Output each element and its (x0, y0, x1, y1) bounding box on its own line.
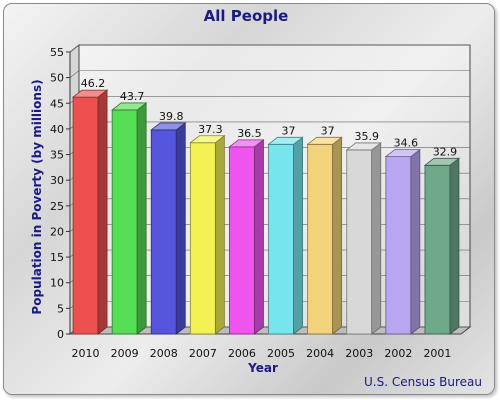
x-tick-label: 2002 (384, 347, 412, 360)
x-tick-label: 2008 (150, 347, 178, 360)
y-tick-label: 55 (50, 46, 64, 59)
bar-2004 (306, 136, 343, 335)
x-tick-label: 2009 (111, 347, 139, 360)
bars (71, 89, 461, 335)
bar-top (71, 89, 109, 98)
bar-side (371, 142, 382, 335)
bar-top (189, 135, 226, 144)
bar-front (189, 142, 216, 335)
bar-top (228, 139, 265, 148)
bar-2006 (228, 139, 265, 335)
y-tick-label: 35 (50, 149, 64, 162)
y-tick-label: 45 (50, 97, 64, 110)
x-tick-label: 2007 (189, 347, 217, 360)
data-label: 34.6 (394, 137, 419, 150)
y-tick-label: 5 (57, 302, 64, 315)
x-tick-label: 2004 (306, 347, 334, 360)
data-label: 39.8 (159, 110, 184, 123)
bar-front (307, 143, 334, 335)
bar-front (150, 129, 177, 335)
bar-2009 (110, 102, 148, 335)
bar-front (268, 143, 294, 335)
bar-2001 (423, 157, 461, 335)
bar-side (97, 89, 108, 335)
y-tick-label: 20 (50, 225, 64, 238)
bar-side (410, 148, 421, 335)
bar-2005 (267, 136, 304, 335)
bar-2003 (345, 142, 382, 335)
data-label: 37 (282, 124, 296, 137)
x-tick-label: 2003 (345, 347, 373, 360)
bar-side (136, 102, 147, 335)
data-label: 46.2 (81, 77, 106, 90)
y-axis-title: Population in Poverty (by millions) (30, 79, 44, 314)
bar-top (150, 122, 187, 131)
bar-2010 (71, 89, 109, 335)
data-label: 36.5 (237, 127, 262, 140)
bar-side (449, 157, 460, 335)
data-label: 37.3 (198, 123, 223, 136)
bar-front (385, 156, 412, 335)
bar-front (111, 109, 138, 335)
bar-top (110, 102, 148, 111)
x-axis-title: Year (247, 361, 278, 375)
gridline (69, 44, 470, 53)
bar-side (293, 136, 303, 335)
bar-side (214, 134, 225, 335)
bar-top (267, 136, 304, 145)
bar-side (332, 136, 343, 335)
data-label: 37 (321, 124, 335, 137)
bar-top (384, 149, 422, 157)
gridline (69, 70, 470, 78)
x-tick-label: 2005 (267, 347, 295, 360)
y-tick-label: 10 (50, 277, 64, 290)
bar-front (72, 96, 99, 335)
bar-front (346, 149, 373, 335)
data-labels: 46.2 43.7 39.8 37.3 36.5 37 37 35.9 34.6 32.9 (81, 77, 457, 158)
bar-front (229, 146, 255, 335)
data-label: 35.9 (355, 130, 380, 143)
y-tick-label: 50 (50, 72, 64, 85)
chart-frame: All People 0 5 10 15 20 25 30 35 40 45 50 55 46.2 43… (3, 3, 495, 395)
chart-title: All People (204, 7, 289, 25)
source-note: U.S. Census Bureau (364, 375, 482, 389)
bar-top (345, 142, 382, 151)
bar-2007 (189, 134, 226, 335)
y-tick-label: 25 (50, 200, 64, 213)
x-tick-label: 2001 (423, 347, 451, 360)
bar-top (423, 157, 461, 166)
y-axis-ticks: 0 5 10 15 20 25 30 35 40 45 50 55 (50, 46, 71, 341)
bar-top (306, 136, 343, 145)
y-tick-label: 30 (50, 174, 64, 187)
x-tick-label: 2006 (228, 347, 256, 360)
x-tick-label: 2010 (72, 347, 100, 360)
y-tick-label: 15 (50, 251, 64, 264)
bar-side (254, 139, 264, 335)
y-tick-label: 0 (57, 328, 64, 341)
bar-chart: All People 0 5 10 15 20 25 30 35 40 45 50 55 46.2 43… (30, 7, 482, 389)
bar-2008 (150, 122, 187, 335)
bar-front (424, 164, 451, 335)
bar-side (175, 122, 186, 335)
data-label: 43.7 (120, 90, 145, 103)
x-axis-ticks: 2010 2009 2008 2007 2006 2005 2004 2003 2002 2001 (72, 347, 452, 360)
bar-2002 (384, 148, 422, 335)
data-label: 32.9 (433, 145, 458, 158)
y-tick-label: 40 (50, 123, 64, 136)
